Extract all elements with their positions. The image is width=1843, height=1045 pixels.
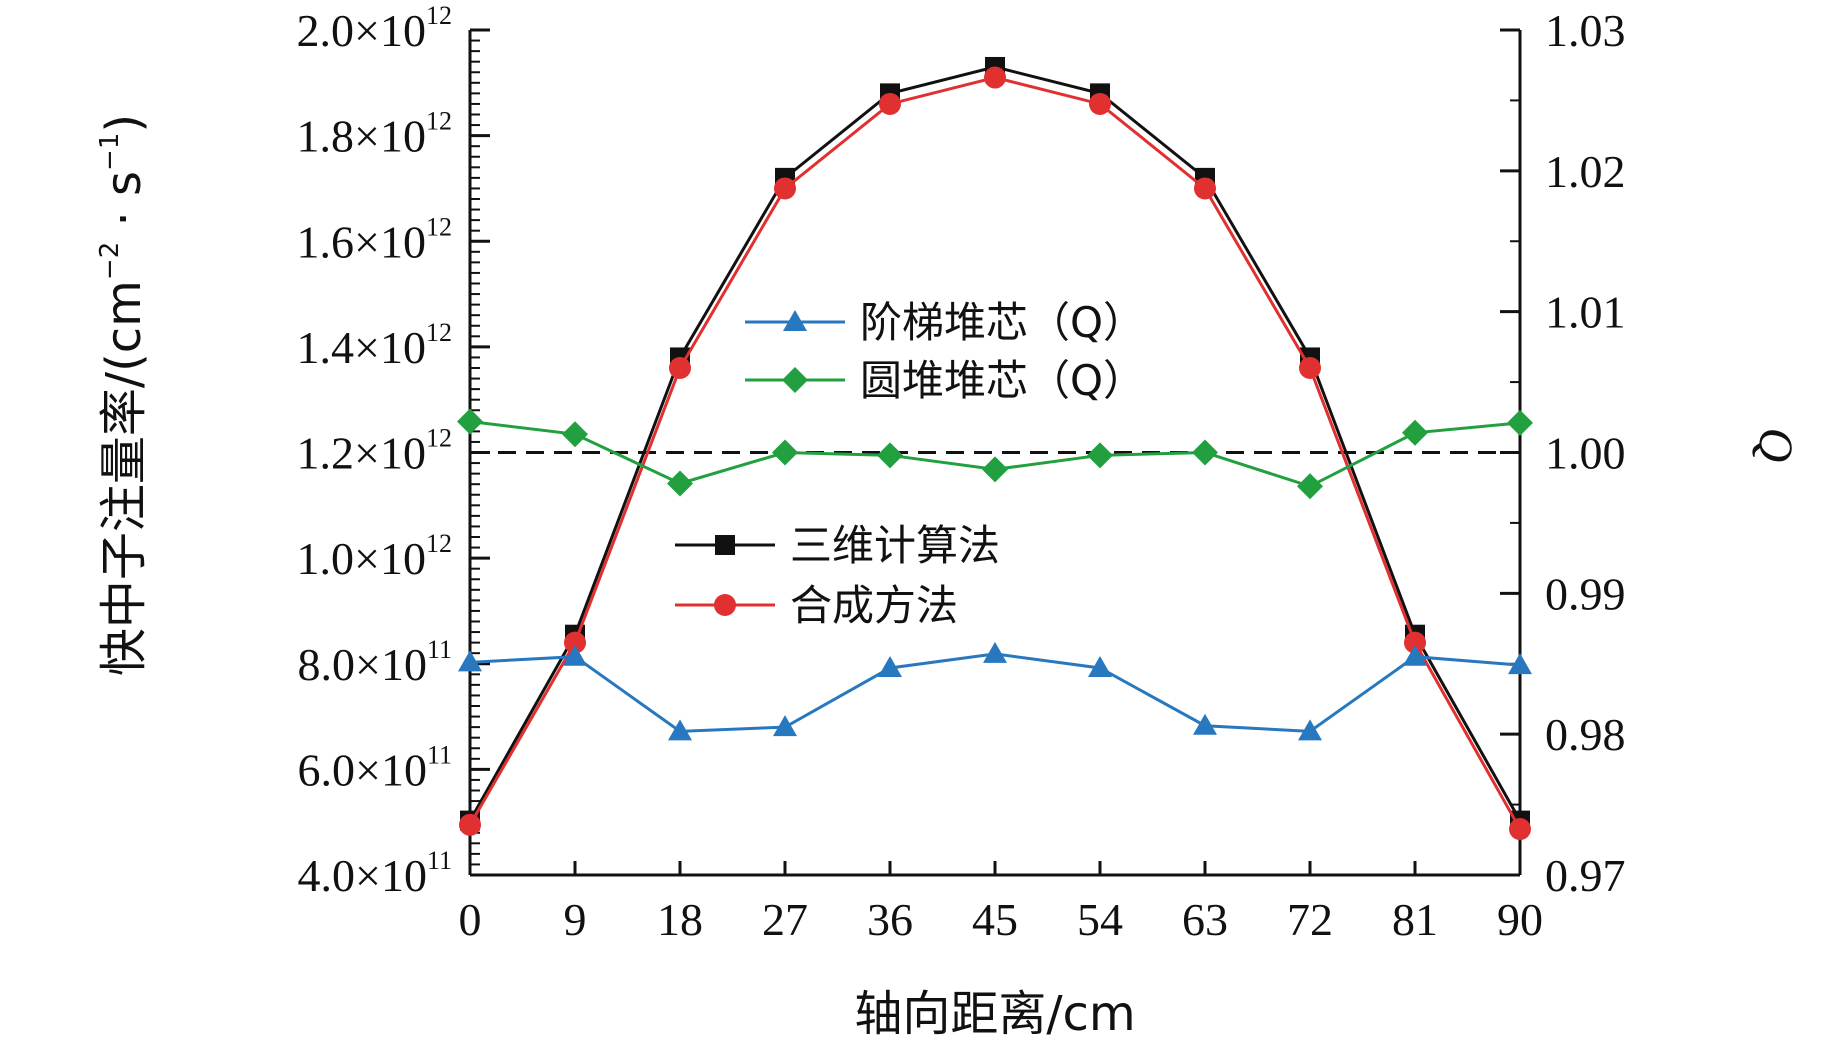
- series-point: [564, 631, 586, 654]
- y-left-tick-label: 1.0×1012: [297, 529, 452, 584]
- series-point: [1299, 357, 1321, 379]
- series-point: [562, 421, 588, 448]
- x-axis-title: 轴向距离/cm: [854, 986, 1135, 1042]
- series-point: [1403, 644, 1427, 666]
- series-point: [982, 456, 1008, 483]
- axis-titles: 轴向距离/cm 快中子注量率/(cm−2 · s−1) Q: [95, 114, 1802, 1042]
- series-point: [1192, 439, 1218, 466]
- series-point: [1404, 631, 1426, 654]
- y-right-tick-label: 1.00: [1545, 428, 1626, 479]
- x-tick-label: 54: [1077, 894, 1123, 945]
- y-right-tick-label: 0.99: [1545, 568, 1626, 619]
- series-point: [669, 357, 691, 379]
- series-1: [459, 66, 1531, 841]
- y-left-title-mid: · s: [96, 171, 152, 242]
- y-axis-right-title: Q: [1749, 428, 1802, 463]
- y-left-tick-label: 1.4×1012: [297, 318, 452, 373]
- y-left-title-sup2: −1: [95, 133, 125, 171]
- y-axis-left-title: 快中子注量率/(cm−2 · s−1): [95, 114, 152, 676]
- ticks: 0 9 18 27 36 45 54 63 72 81 90 4.0×1011 6.0×1011 8.0×…: [297, 1, 1626, 945]
- series-point: [459, 813, 481, 836]
- series-point: [458, 650, 482, 672]
- y-left-title-sup1: −2: [95, 242, 125, 280]
- series-point: [1508, 653, 1532, 675]
- x-tick-label: 9: [564, 894, 587, 945]
- series-point: [563, 644, 587, 666]
- x-tick-label: 45: [972, 894, 1018, 945]
- x-tick-label: 90: [1497, 894, 1543, 945]
- y-left-title-main: 快中子注量率/(cm: [96, 280, 152, 676]
- y-left-title-end: ): [96, 114, 152, 133]
- y-right-tick-label: 0.98: [1545, 709, 1626, 760]
- y-left-tick-label: 4.0×1011: [298, 846, 453, 901]
- series-point: [984, 66, 1006, 89]
- legend-swatch-marker: [783, 310, 807, 331]
- series-point: [668, 719, 692, 741]
- x-tick-label: 36: [867, 894, 913, 945]
- series-3: [457, 408, 1533, 500]
- series-2: [458, 641, 1532, 741]
- series-point: [1193, 713, 1217, 735]
- legend-swatch-marker: [714, 594, 736, 616]
- series-point: [878, 655, 902, 677]
- series-0: [460, 56, 1530, 831]
- y-right-tick-label: 1.02: [1545, 146, 1626, 197]
- y-right-tick-label: 1.03: [1545, 5, 1626, 56]
- legend-item: 合成方法: [675, 581, 958, 630]
- series-point: [1402, 419, 1428, 446]
- y-left-tick-label: 8.0×1011: [298, 635, 453, 690]
- legend-label: 三维计算法: [790, 521, 1000, 570]
- legend-item: 三维计算法: [675, 521, 1000, 570]
- series-point: [1298, 719, 1322, 741]
- x-tick-label: 0: [459, 894, 482, 945]
- series-point: [773, 715, 797, 737]
- series-point: [879, 92, 901, 115]
- series-point: [667, 470, 693, 497]
- series-point: [1507, 409, 1533, 436]
- series-point: [1087, 442, 1113, 469]
- series-group: [457, 56, 1533, 841]
- legend-swatch-marker: [715, 535, 735, 555]
- series-line: [469, 652, 1521, 733]
- series-point: [774, 177, 796, 200]
- series-point: [983, 641, 1007, 663]
- legend-label: 圆堆堆芯（Q）: [860, 356, 1145, 405]
- series-point: [1297, 473, 1323, 500]
- y-right-tick-label: 0.97: [1545, 850, 1626, 901]
- legend-item: 圆堆堆芯（Q）: [745, 356, 1145, 405]
- legend-label: 合成方法: [790, 581, 958, 630]
- series-point: [1194, 177, 1216, 200]
- series-point: [772, 439, 798, 466]
- x-tick-label: 72: [1287, 894, 1333, 945]
- series-point: [877, 442, 903, 469]
- y-left-tick-label: 1.2×1012: [297, 424, 452, 479]
- y-left-tick-label: 1.8×1012: [297, 107, 452, 162]
- y-left-tick-label: 6.0×1011: [298, 740, 453, 795]
- series-line: [468, 65, 1522, 822]
- series-point: [457, 408, 483, 435]
- series-point: [1509, 818, 1531, 841]
- x-tick-label: 18: [657, 894, 703, 945]
- x-tick-label: 63: [1182, 894, 1228, 945]
- legend-swatch-marker: [782, 367, 808, 393]
- y-left-tick-label: 2.0×1012: [297, 1, 452, 56]
- legend-item: 阶梯堆芯（Q）: [745, 298, 1145, 347]
- y-left-tick-label: 1.6×1012: [297, 212, 452, 267]
- x-tick-label: 27: [762, 894, 808, 945]
- legend-label: 阶梯堆芯（Q）: [860, 298, 1145, 347]
- series-point: [1088, 655, 1112, 677]
- series-point: [1089, 92, 1111, 115]
- y-right-tick-label: 1.01: [1545, 287, 1626, 338]
- x-tick-label: 81: [1392, 894, 1438, 945]
